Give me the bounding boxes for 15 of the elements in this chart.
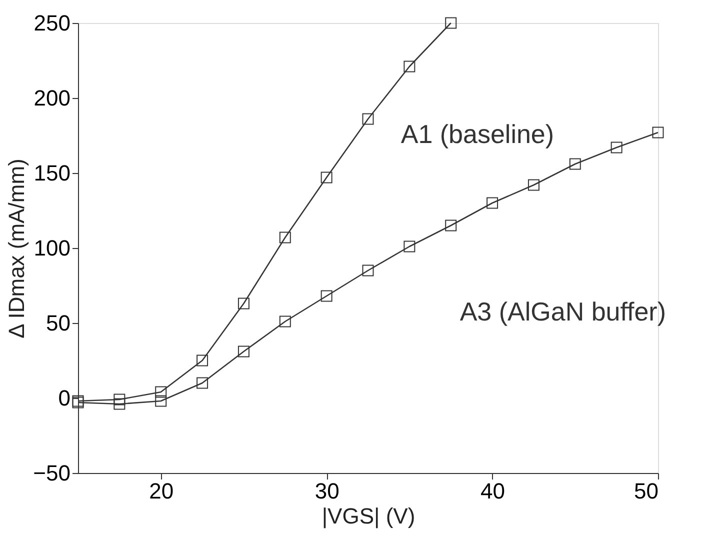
y-tick-label: 50 [46, 310, 70, 336]
text: A3 (AlGaN buffer) [460, 296, 666, 326]
y-tick-label: 0 [58, 386, 70, 410]
y-tick-label: 150 [34, 160, 70, 186]
y-tick-label: 100 [34, 236, 70, 260]
y-axis-title: Δ IDmax (mA/mm) [4, 158, 30, 338]
x-tick-label: 50 [634, 478, 658, 504]
x-axis-title: |VGS| (V) [322, 504, 416, 528]
series-label: A1 (baseline) [400, 119, 554, 149]
x-tick-label: 40 [480, 478, 506, 504]
y-tick-label: 200 [34, 86, 70, 110]
y-tick-label: −50 [33, 460, 70, 486]
x-tick-label: 30 [314, 478, 340, 504]
y-tick-label: 250 [34, 10, 70, 36]
x-tick-label: 20 [149, 478, 174, 504]
